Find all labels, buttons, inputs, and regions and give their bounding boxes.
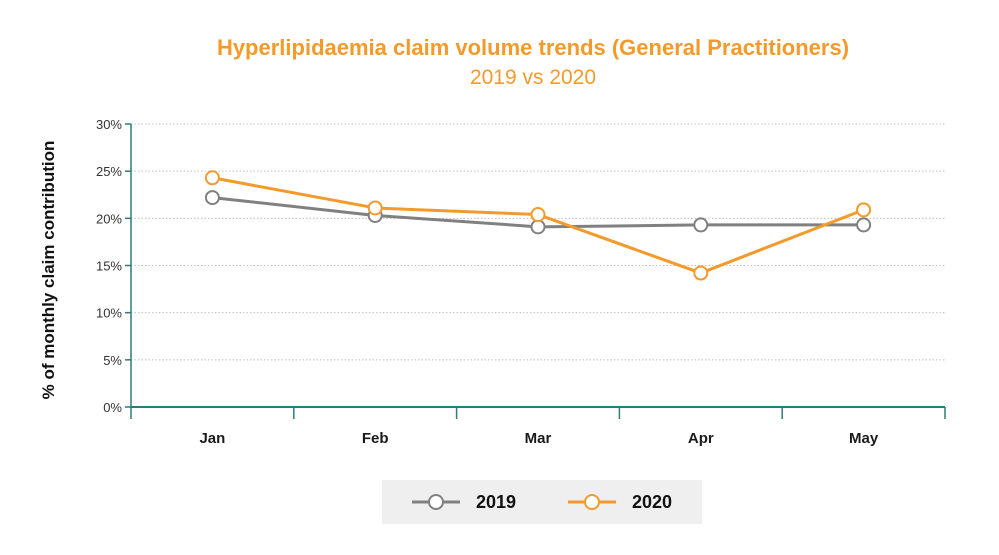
data-point-2020-Feb [367,200,383,216]
x-tick-label: Mar [525,430,552,447]
gridlines [125,123,945,408]
data-point-2020-Apr [693,265,709,281]
y-tick-label: 15% [96,259,122,274]
series-2020 [204,170,872,281]
series-lines [204,170,872,281]
y-tick-label: 5% [103,353,122,368]
y-tick-label: 10% [96,306,122,321]
y-tick-label: 30% [96,117,122,132]
data-point-2019-Jan [204,190,220,206]
y-tick-label: 20% [96,211,122,226]
x-tick-label: Feb [362,430,389,447]
y-axis-label: % of monthly claim contribution [39,141,58,400]
data-point-2020-Mar [530,207,546,223]
data-point-2019-Mar [530,219,546,235]
x-tick-label: Apr [688,430,714,447]
data-point-2019-May [856,217,872,233]
data-point-2020-Jan [204,170,220,186]
chart-subtitle: 2019 vs 2020 [470,66,596,89]
x-axis [130,124,946,419]
legend-label-2019: 2019 [476,492,516,512]
x-tick-label: Jan [199,430,225,447]
data-point-2020-May [856,202,872,218]
chart-title: Hyperlipidaemia claim volume trends (Gen… [217,35,849,60]
y-tick-labels: 0% 5% 10% 15% 20% 25% 30% [96,117,122,415]
x-tick-label: May [849,430,879,447]
legend-marker-2020 [584,494,600,510]
x-tick-labels: Jan Feb Mar Apr May [199,430,878,447]
legend-label-2020: 2020 [632,492,672,512]
y-tick-label: 0% [103,400,122,415]
y-tick-label: 25% [96,164,122,179]
legend-marker-2019 [428,494,444,510]
legend: 2019 2020 [382,480,702,524]
data-point-2019-Apr [693,217,709,233]
